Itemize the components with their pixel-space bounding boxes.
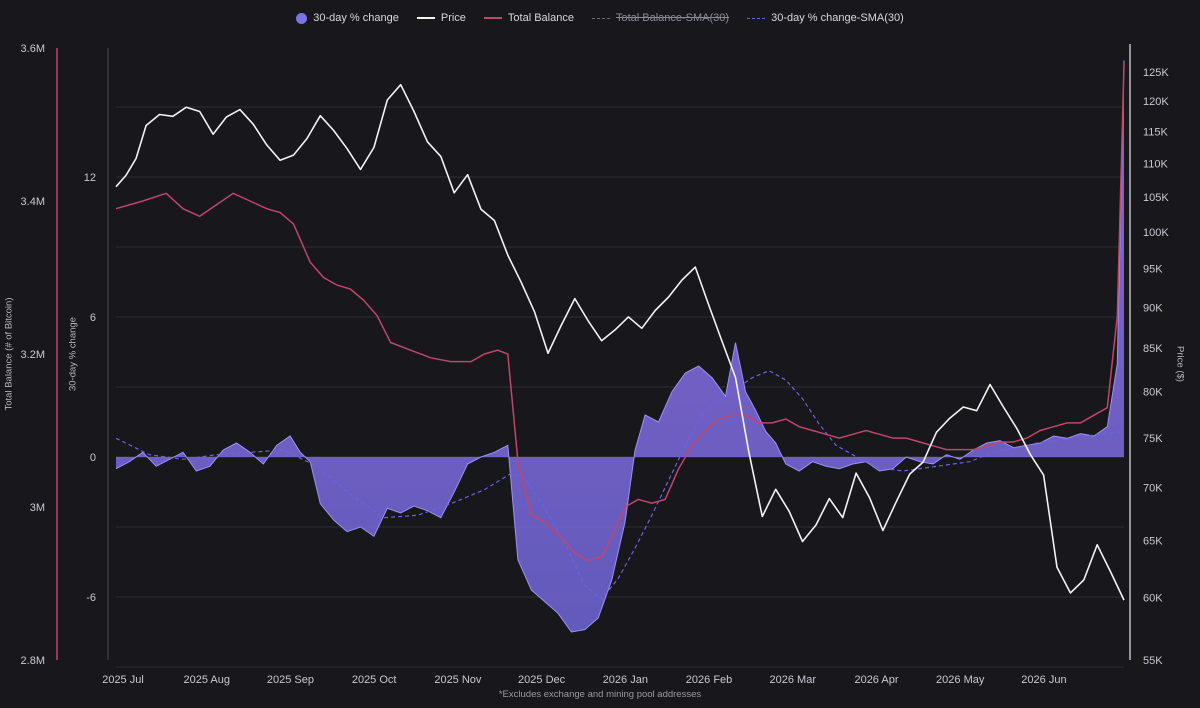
price-tick-label: 60K bbox=[1143, 593, 1163, 605]
price-line bbox=[115, 83, 1125, 601]
legend-item-total-balance[interactable]: Total Balance bbox=[483, 12, 574, 24]
legend-item-price[interactable]: Price bbox=[416, 12, 466, 24]
price-tick-label: 80K bbox=[1143, 387, 1163, 399]
legend-label: Total Balance-SMA(30) bbox=[615, 12, 730, 24]
legend-swatch-line bbox=[416, 17, 435, 19]
balance-tick-label: 2.8M bbox=[21, 655, 45, 667]
x-tick-label: 2025 Sep bbox=[267, 674, 314, 686]
legend: 30-day % change Price Total Balance Tota… bbox=[0, 8, 1200, 28]
legend-swatch-line bbox=[483, 17, 502, 19]
x-tick-label: 2026 Apr bbox=[854, 674, 898, 686]
x-tick-label: 2025 Oct bbox=[352, 674, 397, 686]
legend-item-pct-change[interactable]: 30-day % change bbox=[296, 12, 399, 24]
x-tick-label: 2026 Feb bbox=[686, 674, 732, 686]
footnote: *Excludes exchange and mining pool addre… bbox=[498, 689, 702, 700]
balance-tick-label: 3M bbox=[30, 502, 45, 514]
price-tick-label: 120K bbox=[1143, 96, 1169, 108]
price-axis-title: Price ($) bbox=[1174, 346, 1186, 382]
pct-tick-label: 12 bbox=[84, 172, 96, 184]
legend-item-total-balance-sma[interactable]: Total Balance-SMA(30) bbox=[591, 12, 730, 24]
legend-swatch-dot bbox=[296, 12, 308, 24]
pct-change-area bbox=[116, 60, 1124, 632]
pct-tick-label: -6 bbox=[86, 592, 96, 604]
price-tick-label: 65K bbox=[1143, 535, 1163, 547]
pct-tick-label: 6 bbox=[90, 312, 96, 324]
price-tick-label: 115K bbox=[1143, 127, 1169, 139]
pct-axis-title: 30-day % change bbox=[67, 317, 79, 391]
price-tick-label: 125K bbox=[1143, 67, 1169, 79]
x-tick-label: 2025 Dec bbox=[518, 674, 566, 686]
price-tick-label: 70K bbox=[1143, 482, 1163, 494]
price-tick-label: 100K bbox=[1143, 227, 1169, 239]
legend-swatch-dash bbox=[747, 17, 766, 19]
legend-swatch-dash bbox=[591, 17, 610, 19]
legend-label: 30-day % change bbox=[313, 12, 399, 24]
legend-label: Total Balance bbox=[507, 12, 574, 24]
price-tick-label: 85K bbox=[1143, 343, 1163, 355]
x-tick-label: 2025 Nov bbox=[434, 674, 482, 686]
legend-label: 30-day % change-SMA(30) bbox=[771, 12, 904, 24]
legend-label: Price bbox=[440, 12, 466, 24]
total-balance-line bbox=[115, 63, 1125, 562]
x-tick-label: 2026 Jun bbox=[1021, 674, 1066, 686]
x-tick-label: 2025 Aug bbox=[183, 674, 230, 686]
x-tick-label: 2026 Mar bbox=[770, 674, 817, 686]
price-tick-label: 55K bbox=[1143, 655, 1163, 667]
price-tick-label: 95K bbox=[1143, 264, 1163, 276]
pct-change-line bbox=[115, 60, 1125, 633]
price-tick-label: 105K bbox=[1143, 192, 1169, 204]
x-tick-label: 2026 Jan bbox=[603, 674, 648, 686]
balance-axis-title: Total Balance (# of Bitcoin) bbox=[3, 297, 15, 411]
price-tick-label: 110K bbox=[1143, 159, 1169, 171]
balance-tick-label: 3.6M bbox=[21, 43, 45, 55]
legend-item-pct-change-sma[interactable]: 30-day % change-SMA(30) bbox=[747, 12, 904, 24]
x-tick-label: 2025 Jul bbox=[102, 674, 144, 686]
price-tick-label: 75K bbox=[1143, 433, 1163, 445]
balance-tick-label: 3.4M bbox=[21, 196, 45, 208]
x-tick-label: 2026 May bbox=[936, 674, 985, 686]
pct-tick-label: 0 bbox=[90, 452, 96, 464]
balance-tick-label: 3.2M bbox=[21, 349, 45, 361]
price-tick-label: 90K bbox=[1143, 302, 1163, 314]
pct-change-sma-line bbox=[115, 370, 1125, 601]
